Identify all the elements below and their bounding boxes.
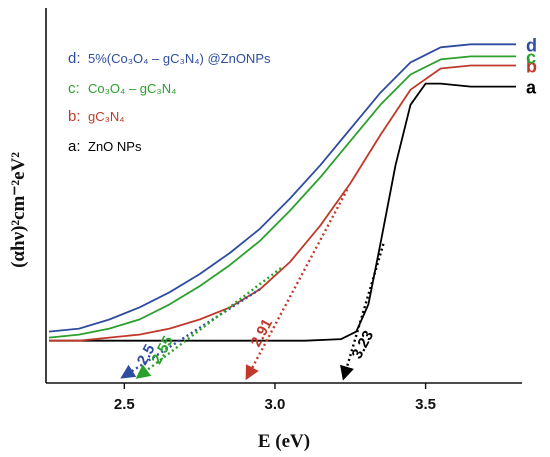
axes (45, 8, 522, 384)
legend-entry-label: Co₃O₄ – gC₃N₄ (88, 81, 176, 96)
legend-entry-label: gC₃N₄ (88, 109, 125, 124)
legend-entry-label: ZnO NPs (88, 139, 142, 154)
x-tick-label: 3.5 (415, 396, 436, 413)
series-end-label-b: b (526, 56, 537, 76)
bandgap-arrow (245, 188, 349, 381)
series-line-d (48, 43, 516, 333)
series-line-b (49, 64, 516, 342)
legend-key: c: (68, 80, 80, 97)
bandgap-arrow (120, 288, 261, 379)
legend: d: 5%(Co₃O₄ – gC₃N₄) @ZnONPs c: Co₃O₄ – gC₃… (68, 50, 271, 155)
legend-key: b: (68, 108, 81, 125)
legend-entry-label: 5%(Co₃O₄ – gC₃N₄) @ZnONPs (88, 51, 271, 66)
x-ticks: 2.5 3.0 3.5 (114, 383, 436, 413)
series-line-c (48, 55, 516, 339)
x-tick-label: 2.5 (114, 396, 135, 413)
series-end-label-d: d (526, 35, 537, 55)
series-end-label-a: a (526, 78, 537, 98)
bandgap-value-label: 2.91 (247, 316, 276, 350)
x-tick-label: 3.0 (265, 396, 286, 413)
y-axis-title: (αhν)²cm⁻²eV² (8, 152, 29, 268)
legend-key: a: (68, 138, 81, 155)
legend-key: d: (68, 50, 81, 67)
bandgap-annotations: 2.52.552.91 3.23 (120, 188, 385, 381)
x-axis-title: E (eV) (258, 431, 310, 452)
series-line-a (49, 82, 516, 342)
series-end-label-c: c (526, 47, 536, 67)
